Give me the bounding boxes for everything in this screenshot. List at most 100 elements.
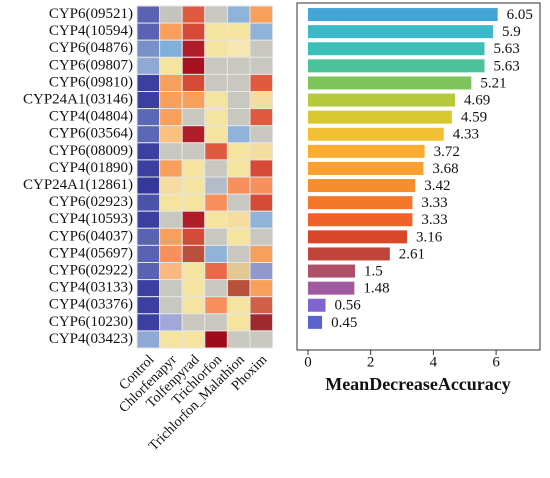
heatmap-cell [226,125,251,144]
heatmap-cell [159,210,183,229]
heatmap-cell [136,73,161,93]
row-label: CYP4(01890) [49,160,133,176]
heatmap-cell [159,279,183,298]
data-label: 3.72 [434,144,460,160]
data-label: 0.56 [335,298,362,314]
heatmap-cell [226,56,251,75]
heatmap-cell [181,193,206,212]
bar [307,76,472,90]
heatmap-cell [181,39,206,58]
heatmap-cell [159,262,183,281]
heatmap-cell [181,22,206,41]
data-label: 3.42 [424,178,450,194]
data-label: 2.61 [399,246,425,262]
x-tick-label: 6 [492,354,500,370]
heatmap-cell [226,91,251,110]
heatmap-cell [181,227,206,246]
heatmap-cell [181,5,206,24]
heatmap-cell [159,56,183,75]
x-tick-label: 4 [430,354,438,370]
heatmap-cell [204,125,228,144]
data-label: 0.45 [331,315,357,331]
heatmap-cell [136,142,161,161]
heatmap-cell [249,73,274,93]
heatmap-cell [204,91,228,110]
heatmap-cell [159,159,183,178]
heatmap-cell [136,91,161,110]
heatmap-cell [136,159,161,178]
bar [307,93,456,107]
heatmap-cell [226,73,251,93]
heatmap-cell [204,279,228,298]
heatmap-cell [204,227,228,246]
heatmap-cell [136,125,161,144]
heatmap-cell [159,91,183,110]
heatmap-cell [159,193,183,212]
row-label: CYP6(03564) [49,126,133,142]
bar [307,179,416,193]
row-label: CYP6(10230) [49,314,133,330]
row-label: CYP6(02923) [49,194,133,210]
heatmap-cell [136,330,161,349]
heatmap-cell [204,176,228,195]
heatmap-cell [226,193,251,212]
heatmap-cell [249,125,274,144]
heatmap-cell [249,244,274,263]
heatmap-cell [249,39,274,58]
heatmap-cell [204,56,228,75]
data-label: 4.69 [464,92,490,108]
heatmap-cell [204,210,228,229]
data-label: 1.48 [363,281,389,297]
bar [307,213,413,227]
heatmap-cell [226,262,251,281]
heatmap-cell [249,193,274,212]
heatmap-cell [136,313,161,332]
heatmap-cell [181,244,206,263]
data-label: 5.21 [480,75,506,91]
data-label: 3.68 [432,161,458,177]
heatmap-cell [204,142,228,161]
row-label: CYP6(09807) [49,57,133,73]
data-label: 4.59 [461,110,487,126]
heatmap-cell [136,296,161,315]
heatmap-cell [204,22,228,41]
bar [307,8,498,22]
heatmap-cell [159,5,183,24]
heatmap-cell [226,227,251,246]
heatmap-cell [249,296,274,315]
heatmap-cell [226,176,251,195]
data-label: 5.63 [494,41,520,57]
heatmap-cell [226,330,251,349]
heatmap-cell [181,279,206,298]
heatmap-cell [226,108,251,127]
heatmap-cell [181,125,206,144]
heatmap-cell [249,142,274,161]
row-label: CYP24A1(03146) [23,91,133,107]
heatmap-cell [159,244,183,263]
heatmap-cell [136,176,161,195]
heatmap-cell [159,330,183,349]
heatmap-cell [249,262,274,281]
heatmap-cell [204,39,228,58]
bar [307,127,444,141]
heatmap-cell [204,313,228,332]
x-tick-label: 2 [367,354,375,370]
heatmap-cell [136,227,161,246]
heatmap-cell [159,176,183,195]
x-axis-label: MeanDecreaseAccuracy [325,374,511,394]
heatmap-cell [249,108,274,127]
bar [307,298,326,312]
heatmap-cell [159,108,183,127]
bar [307,315,323,329]
row-label: CYP4(03423) [49,331,133,347]
x-tick-label: 0 [304,354,312,370]
heatmap-cell [181,108,206,127]
heatmap-cell [159,39,183,58]
heatmap-cell [181,159,206,178]
row-label: CYP4(03376) [49,297,133,313]
heatmap-cell [181,262,206,281]
heatmap-cell [226,142,251,161]
data-label: 3.16 [416,229,443,245]
heatmap-cell [204,296,228,315]
heatmap-cell [181,56,206,75]
